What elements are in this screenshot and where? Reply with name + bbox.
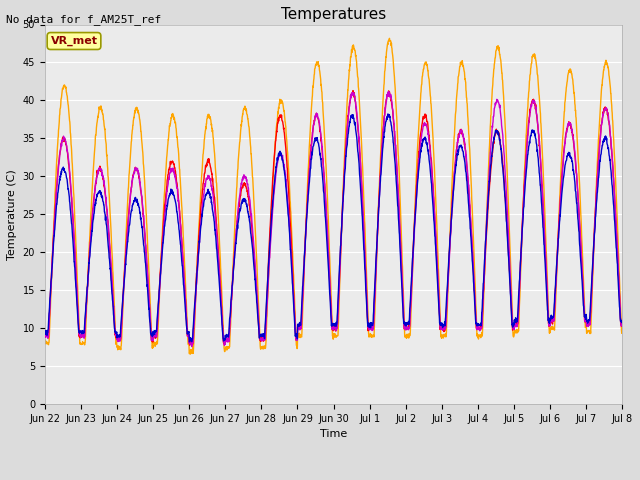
Legend: Panel T, Old Ref Temp, HMP45 T, CNR1 PRT: Panel T, Old Ref Temp, HMP45 T, CNR1 PRT	[145, 478, 523, 480]
Y-axis label: Temperature (C): Temperature (C)	[7, 169, 17, 260]
Text: No data for f_AM25T_ref: No data for f_AM25T_ref	[6, 14, 162, 25]
X-axis label: Time: Time	[320, 430, 348, 440]
Text: VR_met: VR_met	[51, 36, 97, 46]
Title: Temperatures: Temperatures	[281, 7, 386, 22]
